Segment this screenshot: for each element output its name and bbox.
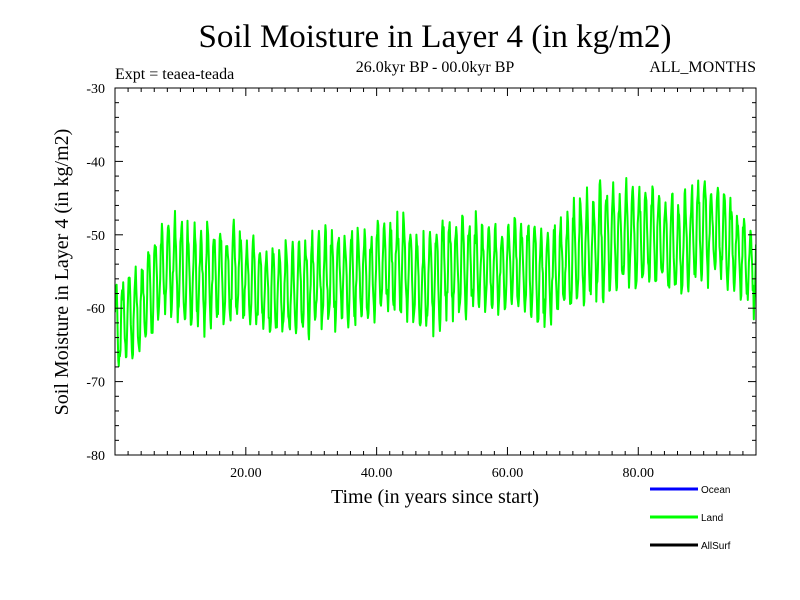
- chart-subtitle-right: ALL_MONTHS: [649, 59, 756, 76]
- y-tick-label: -40: [86, 155, 105, 170]
- legend-label-ocean: Ocean: [701, 485, 730, 496]
- x-tick-label: 20.00: [230, 466, 262, 481]
- y-tick-label: -70: [86, 376, 105, 391]
- y-axis-label: Soil Moisture in Layer 4 (in kg/m2): [51, 129, 73, 416]
- plot-frame: [114, 87, 757, 456]
- x-tick-label: 40.00: [361, 466, 393, 481]
- plot-area: 20.00 40.00 60.00 80.00 -30 -40 -50 -60 -70 -80: [86, 82, 757, 481]
- y-tick-label: -30: [86, 82, 105, 97]
- legend-label-land: Land: [701, 513, 723, 524]
- y-tick-label: -60: [86, 302, 105, 317]
- legend: Ocean Land AllSurf: [650, 485, 731, 552]
- y-tick-label: -80: [86, 449, 105, 464]
- series-line-land: [115, 177, 756, 368]
- x-tick-label: 60.00: [492, 466, 524, 481]
- legend-label-allsurf: AllSurf: [701, 541, 731, 552]
- y-tick-label: -50: [86, 229, 105, 244]
- x-tick-label: 80.00: [623, 466, 655, 481]
- x-axis-label: Time (in years since start): [331, 486, 539, 508]
- chart-subtitle-left: Expt = teaea-teada: [115, 66, 234, 83]
- chart-subtitle-center: 26.0kyr BP - 00.0kyr BP: [356, 59, 515, 76]
- chart-title: Soil Moisture in Layer 4 (in kg/m2): [199, 19, 672, 55]
